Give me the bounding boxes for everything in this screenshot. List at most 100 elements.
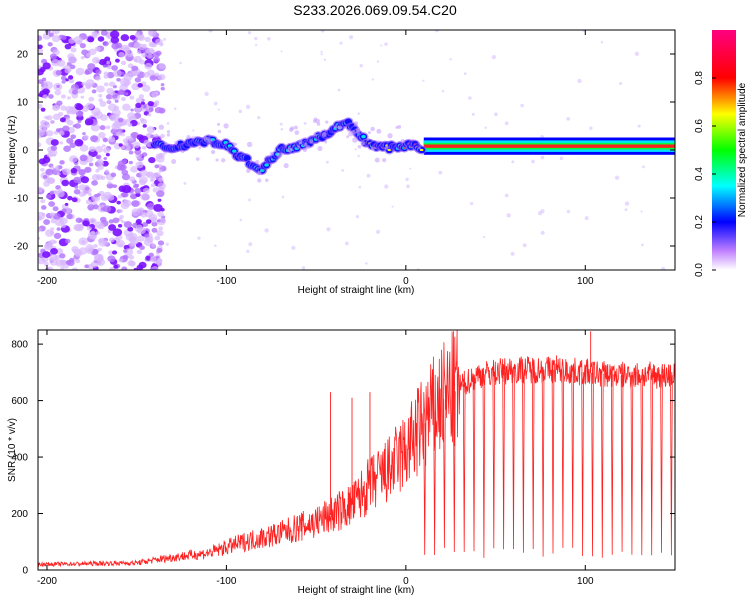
noise-speck bbox=[248, 31, 252, 35]
noise-speck bbox=[90, 261, 99, 268]
track-speck bbox=[395, 125, 399, 129]
noise-speck bbox=[152, 51, 160, 58]
noise-speck bbox=[140, 101, 145, 105]
track-speck bbox=[257, 170, 262, 176]
track-speck bbox=[352, 137, 358, 143]
noise-speck bbox=[74, 138, 84, 147]
noise-speck bbox=[66, 137, 74, 144]
noise-speck bbox=[101, 160, 109, 167]
colorbar: 0.0 0.2 0.4 0.6 0.8 Normalized spectral ampl… bbox=[694, 30, 748, 277]
noise-speck bbox=[64, 202, 69, 206]
noise-speck bbox=[95, 154, 102, 160]
noise-speck bbox=[68, 78, 75, 84]
noise-speck bbox=[67, 56, 78, 64]
noise-speck bbox=[248, 242, 253, 247]
noise-speck bbox=[120, 202, 130, 210]
snr-ytick-label: 200 bbox=[11, 509, 28, 520]
noise-speck bbox=[128, 137, 134, 142]
noise-speck bbox=[114, 99, 119, 103]
noise-speck bbox=[537, 211, 543, 216]
spectrogram-ytick-label: -10 bbox=[14, 194, 29, 205]
noise-speck bbox=[303, 122, 307, 125]
noise-speck bbox=[160, 83, 165, 87]
noise-speck bbox=[136, 264, 144, 270]
noise-speck bbox=[281, 195, 285, 199]
snr-ytick-label: 800 bbox=[11, 340, 28, 351]
noise-speck bbox=[62, 125, 70, 132]
noise-speck bbox=[91, 31, 98, 37]
noise-speck bbox=[41, 121, 51, 129]
noise-speck bbox=[254, 36, 258, 41]
noise-speck bbox=[71, 197, 78, 203]
noise-speck bbox=[559, 156, 564, 161]
noise-speck bbox=[117, 89, 125, 96]
noise-speck bbox=[491, 55, 496, 60]
noise-speck bbox=[137, 35, 146, 42]
noise-speck bbox=[157, 182, 166, 190]
track-speck bbox=[309, 139, 314, 144]
noise-speck bbox=[86, 248, 93, 255]
track-speck bbox=[166, 133, 171, 137]
noise-speck bbox=[85, 52, 91, 58]
snr-background bbox=[38, 330, 675, 570]
track-speck bbox=[246, 168, 251, 173]
noise-speck bbox=[504, 121, 509, 126]
spectrogram-ylabel: Frequency (Hz) bbox=[7, 116, 18, 185]
noise-speck bbox=[179, 61, 182, 65]
noise-speck bbox=[155, 153, 163, 160]
noise-speck bbox=[376, 229, 381, 234]
track-speck bbox=[223, 123, 229, 129]
track-speck bbox=[203, 136, 208, 141]
noise-speck bbox=[133, 267, 138, 270]
noise-speck bbox=[142, 187, 150, 194]
noise-speck bbox=[102, 241, 109, 246]
noise-speck bbox=[135, 218, 142, 225]
noise-speck bbox=[118, 51, 125, 58]
track-speck bbox=[356, 129, 360, 134]
track-speck bbox=[174, 140, 179, 145]
noise-speck bbox=[484, 126, 487, 130]
noise-speck bbox=[88, 146, 96, 153]
noise-speck bbox=[506, 213, 511, 218]
noise-speck bbox=[75, 258, 81, 264]
noise-speck bbox=[70, 134, 77, 140]
noise-speck bbox=[127, 259, 135, 267]
track-speck bbox=[367, 131, 371, 135]
noise-speck bbox=[70, 167, 78, 174]
noise-speck bbox=[59, 117, 66, 123]
noise-speck bbox=[75, 103, 84, 111]
noise-speck bbox=[642, 165, 645, 169]
noise-speck bbox=[87, 231, 98, 240]
track-speck bbox=[361, 141, 366, 146]
noise-speck bbox=[110, 30, 120, 39]
noise-speck bbox=[61, 80, 66, 84]
track-speck bbox=[171, 158, 177, 164]
noise-speck bbox=[160, 133, 165, 138]
noise-speck bbox=[208, 30, 213, 33]
noise-speck bbox=[438, 170, 443, 175]
noise-speck bbox=[98, 94, 103, 98]
noise-speck bbox=[149, 256, 157, 262]
noise-speck bbox=[106, 100, 111, 104]
noise-speck bbox=[624, 201, 630, 206]
noise-speck bbox=[192, 129, 195, 132]
page-title: S233.2026.069.09.54.C20 bbox=[293, 2, 457, 18]
track-speck bbox=[387, 133, 393, 139]
noise-speck bbox=[522, 243, 527, 248]
noise-speck bbox=[74, 123, 82, 129]
noise-speck bbox=[149, 75, 157, 81]
noise-speck bbox=[109, 114, 117, 121]
noise-speck bbox=[50, 139, 59, 146]
noise-speck bbox=[84, 118, 94, 126]
noise-speck bbox=[641, 243, 644, 247]
snr-dropouts bbox=[423, 369, 673, 558]
noise-speck bbox=[158, 177, 164, 183]
noise-speck bbox=[365, 262, 368, 265]
noise-speck bbox=[80, 95, 85, 99]
noise-speck bbox=[97, 247, 102, 252]
noise-speck bbox=[100, 194, 109, 201]
noise-speck bbox=[291, 245, 296, 250]
noise-speck bbox=[77, 224, 84, 229]
noise-speck bbox=[245, 104, 251, 110]
